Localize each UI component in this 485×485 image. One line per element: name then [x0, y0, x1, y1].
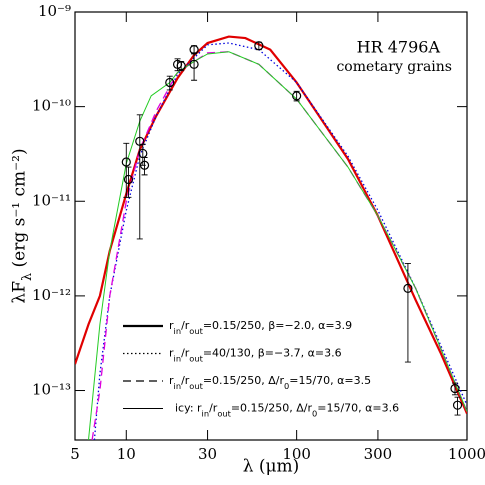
data-point	[403, 283, 413, 293]
data-point	[450, 383, 460, 394]
data-point	[165, 77, 175, 88]
legend-label: rin/rout=40/130, β=−3.7, α=3.6	[169, 347, 342, 364]
y-tick-label: 10⁻¹¹	[32, 191, 71, 209]
plot-area	[75, 35, 467, 440]
y-tick-label: 10⁻¹³	[32, 381, 71, 399]
data-point	[254, 41, 264, 51]
y-tick-label: 10⁻¹²	[32, 286, 71, 304]
data-point	[189, 45, 199, 55]
x-tick-label: 100	[282, 445, 311, 463]
y-tick-label: 10⁻¹⁰	[32, 97, 71, 115]
x-tick-label: 300	[364, 445, 393, 463]
data-point	[135, 136, 145, 146]
data-point	[189, 59, 199, 69]
error-bar	[141, 157, 148, 176]
x-tick-label: 1000	[448, 445, 485, 463]
data-point	[176, 61, 186, 71]
error-bar	[136, 114, 143, 240]
legend-label: rin/rout=0.15/250, Δ/r0=15/70, α=3.5	[169, 374, 371, 391]
annotation: cometary grains	[336, 59, 452, 75]
legend-label: rin/rout=0.15/250, β=−2.0, α=3.9	[169, 319, 352, 336]
data-point	[452, 400, 463, 410]
data-point	[292, 91, 302, 101]
error-bar	[454, 396, 461, 416]
data-point	[123, 174, 134, 185]
y-axis-label: λFλ (erg s⁻¹ cm⁻²)	[10, 148, 36, 303]
legend-label: icy: rin/rout=0.15/250, Δ/r0=15/70, α=3.…	[175, 402, 399, 419]
x-tick-label: 10	[117, 445, 136, 463]
y-tick-label: 10⁻⁹	[38, 2, 71, 20]
x-tick-label: 5	[70, 445, 80, 463]
error-bar	[125, 166, 132, 198]
plot-frame	[74, 11, 468, 441]
model-curve	[93, 42, 467, 440]
data-point	[139, 160, 150, 170]
annotation: HR 4796A	[357, 38, 441, 57]
x-axis-label: λ (μm)	[243, 457, 300, 477]
data-point	[121, 157, 131, 167]
x-tick-label: 30	[198, 445, 217, 463]
error-bar	[404, 263, 411, 363]
model-curve	[91, 51, 467, 440]
